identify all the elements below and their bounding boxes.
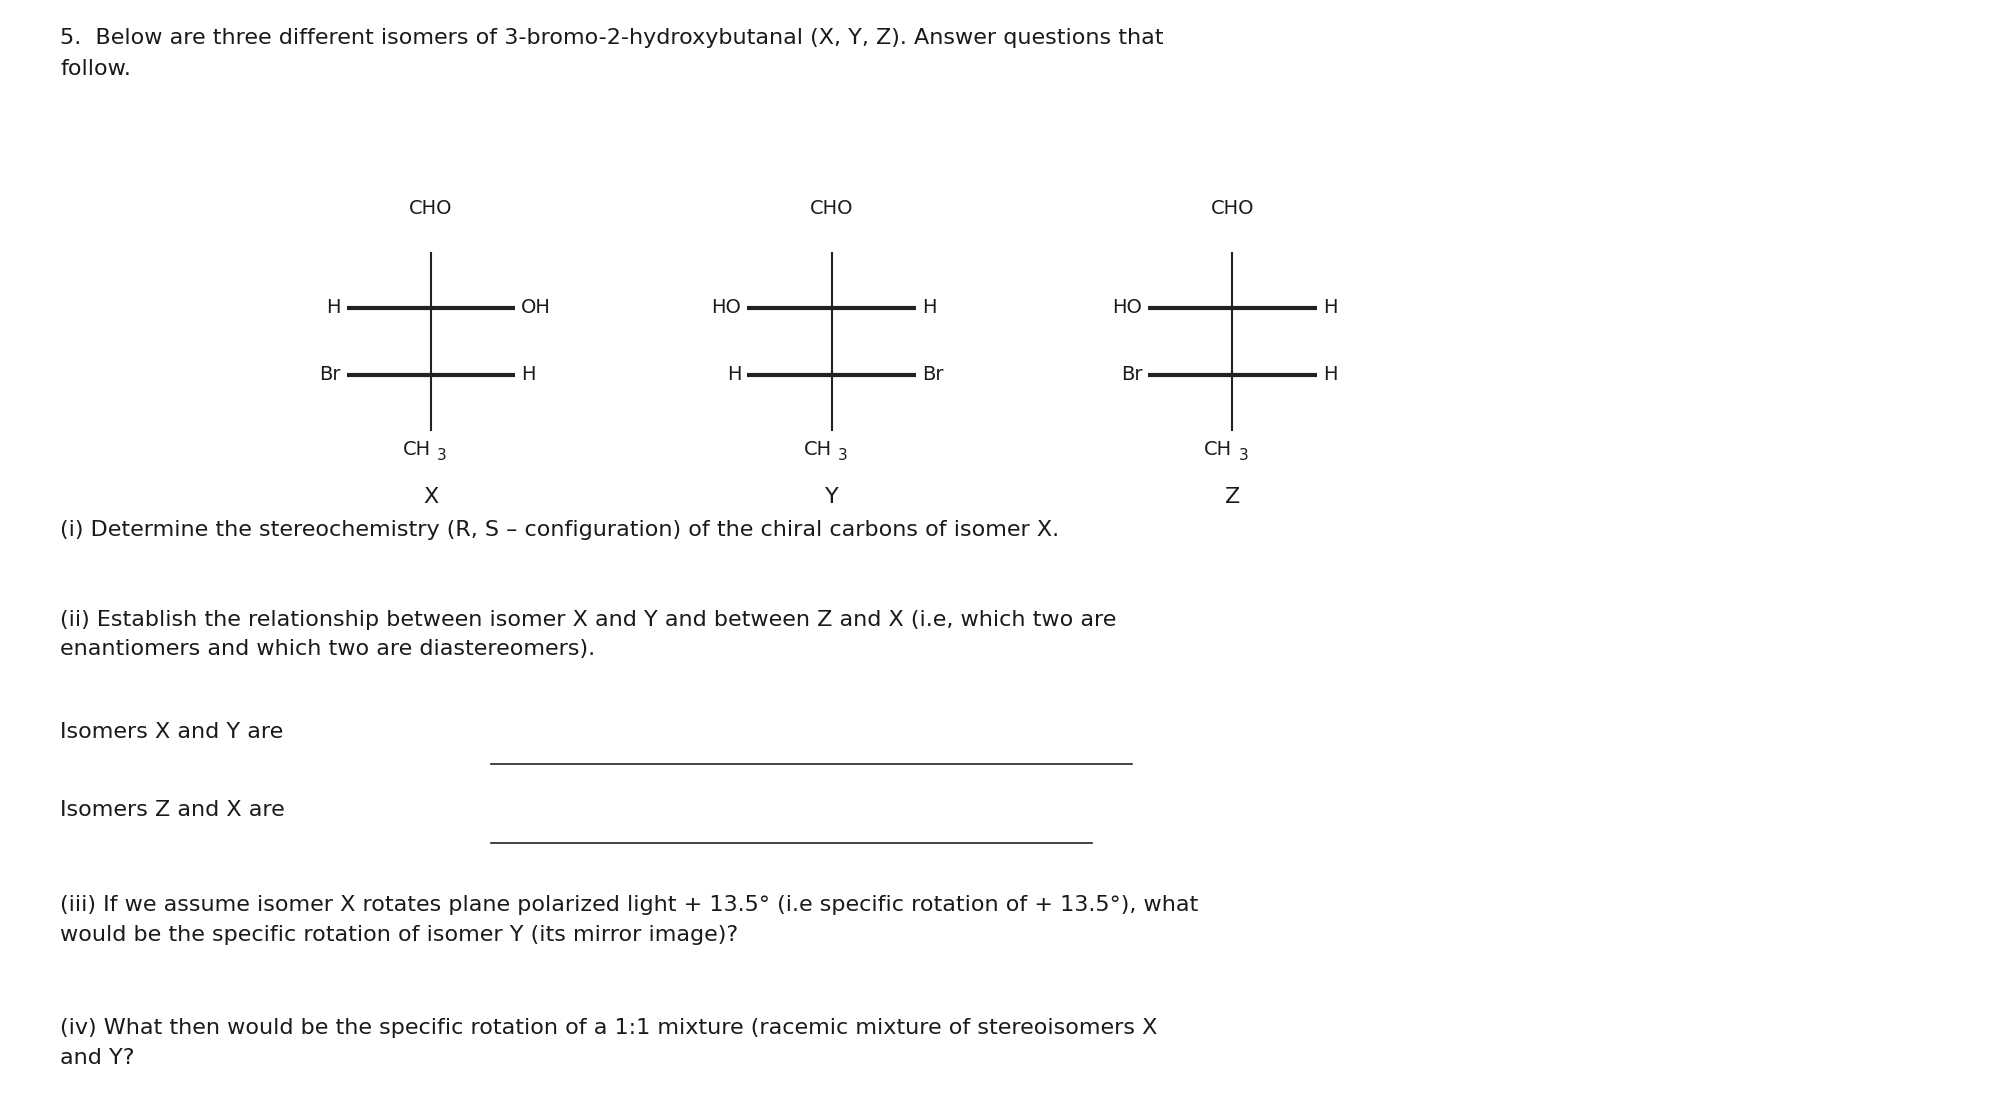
Text: CH: CH bbox=[1204, 440, 1232, 459]
Text: (ii) Establish the relationship between isomer X and Y and between Z and X (i.e,: (ii) Establish the relationship between … bbox=[60, 610, 1116, 659]
Text: HO: HO bbox=[1112, 299, 1142, 317]
Text: H: H bbox=[922, 299, 936, 317]
Text: 3: 3 bbox=[437, 448, 447, 462]
Text: X: X bbox=[423, 487, 439, 507]
Text: 3: 3 bbox=[1238, 448, 1248, 462]
Text: (i) Determine the stereochemistry (R, S – configuration) of the chiral carbons o: (i) Determine the stereochemistry (R, S … bbox=[60, 520, 1060, 540]
Text: H: H bbox=[327, 299, 341, 317]
Text: Z: Z bbox=[1224, 487, 1240, 507]
Text: CHO: CHO bbox=[1210, 199, 1255, 218]
Text: H: H bbox=[1323, 299, 1337, 317]
Text: 3: 3 bbox=[838, 448, 848, 462]
Text: CHO: CHO bbox=[409, 199, 453, 218]
Text: Isomers Z and X are: Isomers Z and X are bbox=[60, 800, 285, 820]
Text: H: H bbox=[727, 366, 741, 384]
Text: (iv) What then would be the specific rotation of a 1:1 mixture (racemic mixture : (iv) What then would be the specific rot… bbox=[60, 1018, 1158, 1068]
Text: H: H bbox=[521, 366, 535, 384]
Text: Br: Br bbox=[922, 366, 944, 384]
Text: OH: OH bbox=[521, 299, 551, 317]
Text: Br: Br bbox=[1120, 366, 1142, 384]
Text: H: H bbox=[1323, 366, 1337, 384]
Text: Y: Y bbox=[826, 487, 838, 507]
Text: 5.  Below are three different isomers of 3-bromo-2-hydroxybutanal (X, Y, Z). Ans: 5. Below are three different isomers of … bbox=[60, 28, 1164, 79]
Text: HO: HO bbox=[711, 299, 741, 317]
Text: CH: CH bbox=[804, 440, 832, 459]
Text: Br: Br bbox=[319, 366, 341, 384]
Text: (iii) If we assume isomer X rotates plane polarized light + 13.5° (i.e specific : (iii) If we assume isomer X rotates plan… bbox=[60, 895, 1198, 944]
Text: CHO: CHO bbox=[810, 199, 854, 218]
Text: CH: CH bbox=[403, 440, 431, 459]
Text: Isomers X and Y are: Isomers X and Y are bbox=[60, 722, 283, 742]
